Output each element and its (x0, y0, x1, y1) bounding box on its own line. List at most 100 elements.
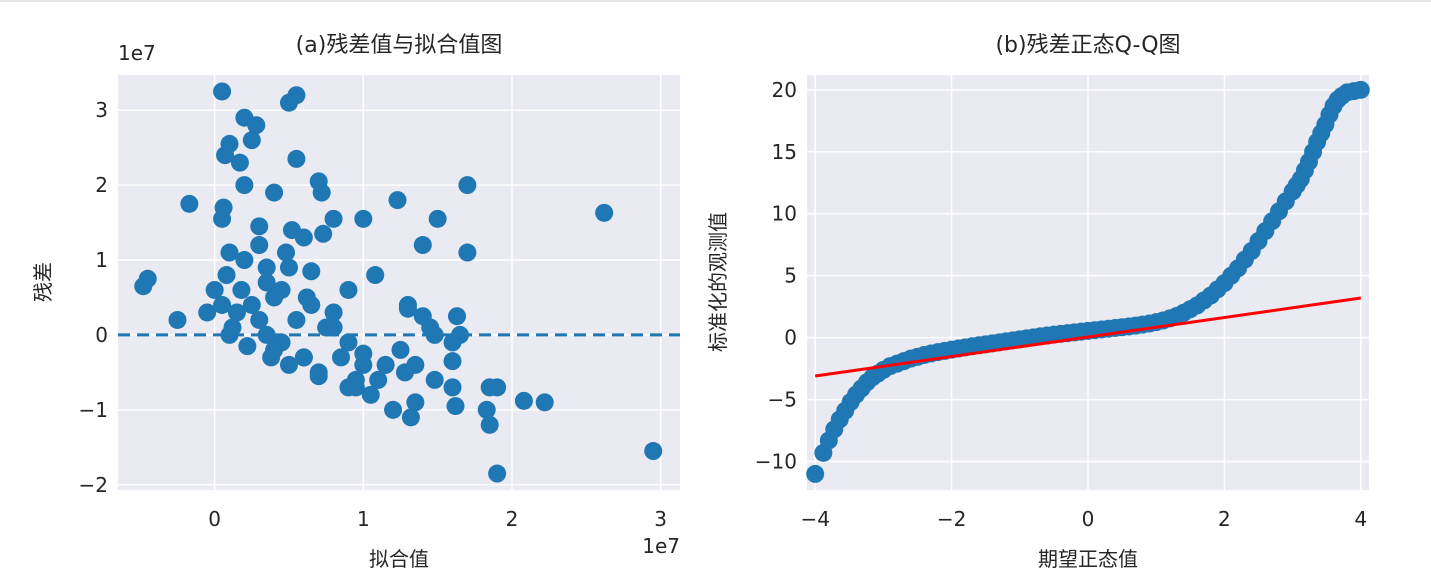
data-point (369, 370, 388, 389)
data-point (242, 131, 261, 150)
data-point (220, 325, 239, 344)
y-label-b: 标准化的观测值 (706, 212, 730, 352)
data-point (443, 378, 462, 397)
data-point (535, 393, 554, 412)
data-point (428, 209, 447, 228)
x-tick-label: 0 (1082, 507, 1095, 531)
data-point (213, 82, 232, 101)
data-point (806, 464, 825, 483)
y-tick-label: 20 (772, 78, 797, 102)
top-border (0, 0, 1431, 2)
data-point (388, 191, 407, 210)
data-point (138, 269, 157, 288)
x-tick-label: 3 (654, 507, 667, 531)
y-ticks-b: −10 −5 0 5 10 15 20 (755, 78, 797, 474)
x-tick-label: −2 (937, 507, 966, 531)
y-tick-label: 5 (784, 264, 797, 288)
data-point (279, 258, 298, 277)
data-point (250, 236, 269, 255)
data-point (361, 385, 380, 404)
data-point (279, 355, 298, 374)
data-point (644, 442, 663, 461)
grid-a (118, 75, 680, 490)
data-point (406, 355, 425, 374)
y-label-a: 残差 (31, 262, 55, 302)
data-point (262, 348, 281, 367)
data-point (227, 303, 246, 322)
data-point (297, 288, 316, 307)
data-point (425, 325, 444, 344)
data-point (413, 236, 432, 255)
data-point (242, 295, 261, 314)
title-a: (a)残差值与拟合值图 (296, 33, 503, 58)
data-point (217, 266, 236, 285)
data-point (447, 307, 466, 326)
x-label-b: 期望正态值 (1038, 547, 1138, 571)
data-point (332, 348, 351, 367)
normal-reference-line (814, 296, 1362, 378)
y-ticks-a: −2 −1 0 1 2 3 (79, 98, 108, 497)
data-point (265, 183, 284, 202)
data-point (398, 295, 417, 314)
data-point (287, 310, 306, 329)
y-tick-label: −1 (79, 398, 108, 422)
data-point (312, 183, 331, 202)
data-point (446, 397, 465, 416)
data-point (277, 243, 296, 262)
data-point (488, 378, 507, 397)
data-point (595, 203, 614, 222)
data-point (339, 280, 358, 299)
data-point (294, 228, 313, 247)
data-point (324, 318, 343, 337)
data-point (477, 400, 496, 419)
y-tick-label: −5 (768, 388, 797, 412)
data-point (232, 280, 251, 299)
data-point (213, 295, 232, 314)
y-offset-label-a: 1e7 (118, 41, 156, 65)
data-point (339, 378, 358, 397)
data-point (384, 400, 403, 419)
data-point (339, 333, 358, 352)
data-point (238, 337, 257, 356)
data-point (250, 310, 269, 329)
data-point (257, 273, 276, 292)
data-point (235, 251, 254, 270)
data-point (391, 340, 410, 359)
y-tick-label: 15 (772, 140, 797, 164)
data-point (406, 393, 425, 412)
data-point (272, 280, 291, 299)
data-point (366, 266, 385, 285)
data-point (458, 243, 477, 262)
y-tick-label: −10 (755, 450, 797, 474)
data-point (354, 355, 373, 374)
x-tick-label: −4 (800, 507, 829, 531)
data-point (279, 93, 298, 112)
y-tick-label: 0 (95, 323, 108, 347)
y-tick-label: 10 (772, 202, 797, 226)
x-tick-label: 1 (357, 507, 370, 531)
x-tick-label: 2 (506, 507, 519, 531)
data-point (354, 209, 373, 228)
data-point (230, 153, 249, 172)
x-ticks-b: −4 −2 0 2 4 (800, 507, 1367, 531)
data-point (216, 146, 235, 165)
data-point (214, 198, 233, 217)
y-tick-label: 3 (95, 98, 108, 122)
data-point (220, 243, 239, 262)
data-point (458, 176, 477, 195)
data-point (294, 348, 313, 367)
data-point (314, 224, 333, 243)
data-point (443, 333, 462, 352)
y-tick-label: 1 (95, 248, 108, 272)
data-point (324, 209, 343, 228)
data-point (401, 408, 420, 427)
data-point (180, 194, 199, 213)
data-point (376, 355, 395, 374)
x-ticks-a: 0 1 2 3 (208, 507, 667, 531)
data-point (302, 262, 321, 281)
data-point (480, 415, 499, 434)
title-b: (b)残差正态Q-Q图 (995, 33, 1180, 58)
data-point (257, 258, 276, 277)
